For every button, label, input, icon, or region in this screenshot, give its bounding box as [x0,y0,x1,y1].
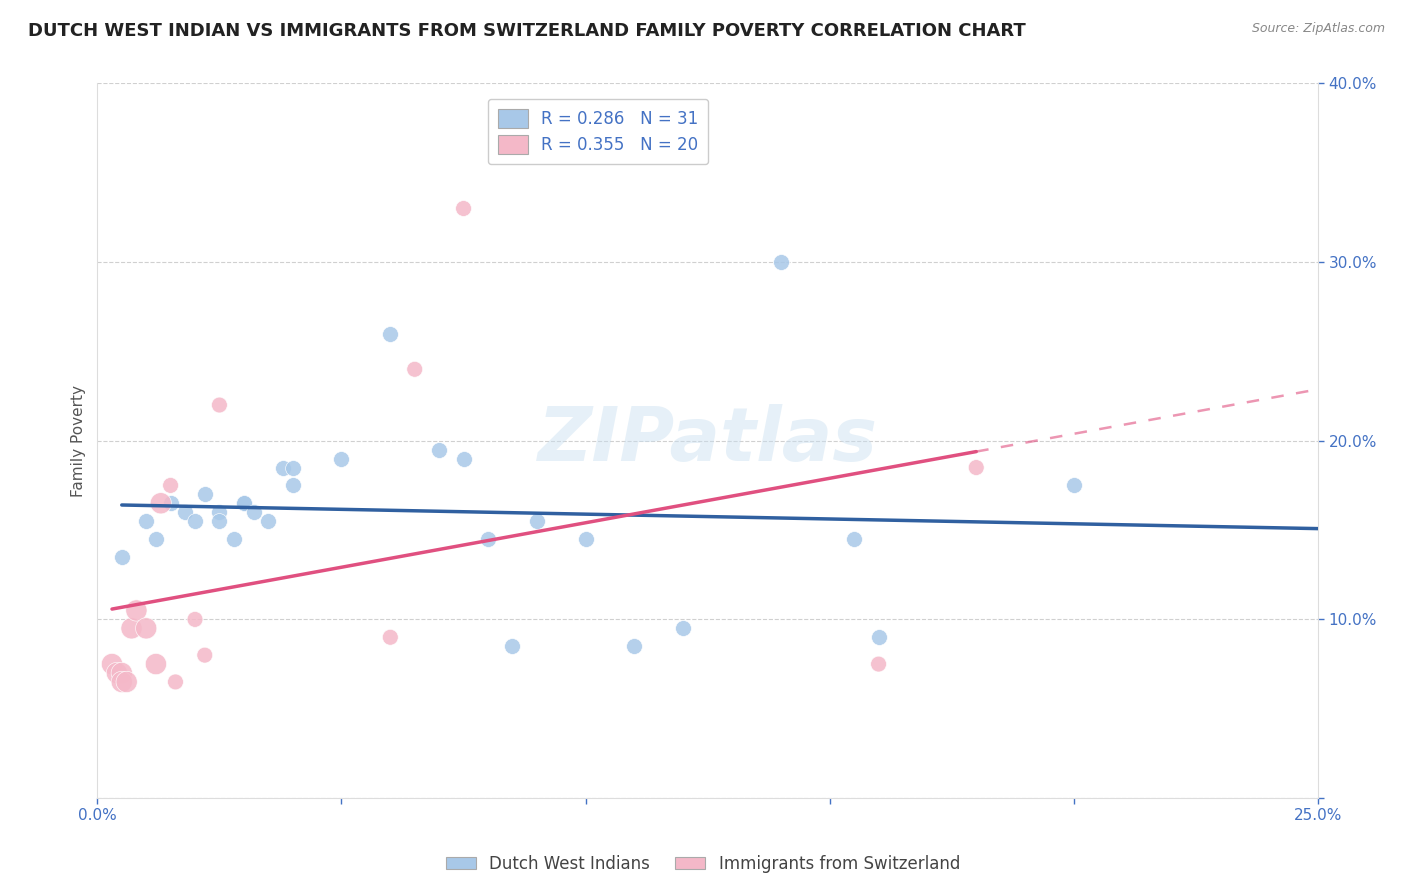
Point [380,630,402,644]
Point [222,532,245,546]
Point [257,514,280,528]
Point [672,621,695,635]
Point [121,621,143,635]
Point [111,549,134,564]
Point [242,505,264,519]
Point [965,460,987,475]
Point [427,442,450,457]
Point [281,478,304,492]
Point [111,675,134,690]
Point [135,514,157,528]
Point [453,202,475,216]
Y-axis label: Family Poverty: Family Poverty [72,384,86,497]
Point [208,514,231,528]
Point [1063,478,1085,492]
Point [101,657,124,671]
Point [769,255,792,269]
Legend: Dutch West Indians, Immigrants from Switzerland: Dutch West Indians, Immigrants from Swit… [439,848,967,880]
Point [115,675,138,690]
Point [380,326,402,341]
Point [184,612,207,626]
Text: DUTCH WEST INDIAN VS IMMIGRANTS FROM SWITZERLAND FAMILY POVERTY CORRELATION CHAR: DUTCH WEST INDIAN VS IMMIGRANTS FROM SWI… [28,22,1026,40]
Point [868,657,890,671]
Legend: R = 0.286   N = 31, R = 0.355   N = 20: R = 0.286 N = 31, R = 0.355 N = 20 [488,99,709,164]
Point [208,398,231,412]
Point [194,648,217,662]
Point [174,505,197,519]
Point [501,639,523,653]
Point [623,639,645,653]
Point [453,451,475,466]
Point [105,665,128,680]
Point [232,496,254,510]
Point [145,657,167,671]
Point [477,532,499,546]
Point [208,505,231,519]
Point [145,532,167,546]
Point [125,603,148,617]
Point [194,487,217,501]
Point [232,496,254,510]
Point [281,460,304,475]
Point [135,621,157,635]
Point [159,478,181,492]
Point [184,514,207,528]
Text: ZIPatlas: ZIPatlas [537,404,877,477]
Point [844,532,866,546]
Point [526,514,548,528]
Point [330,451,353,466]
Point [159,496,181,510]
Point [404,362,426,376]
Point [165,675,187,690]
Point [271,460,294,475]
Point [868,630,890,644]
Point [575,532,598,546]
Point [149,496,172,510]
Text: Source: ZipAtlas.com: Source: ZipAtlas.com [1251,22,1385,36]
Point [111,665,134,680]
